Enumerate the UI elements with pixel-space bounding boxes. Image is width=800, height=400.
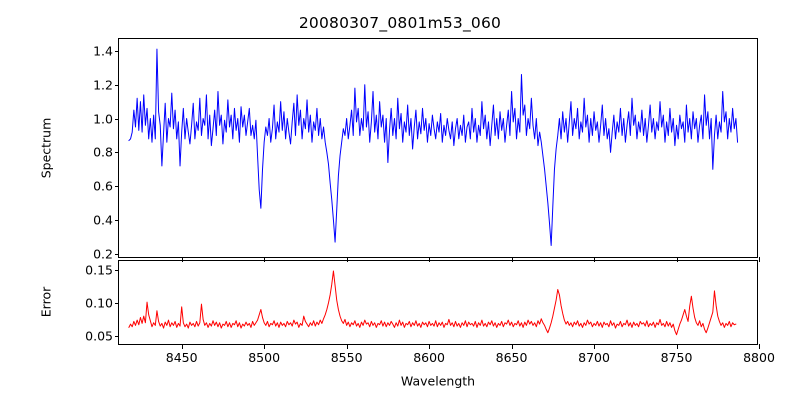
y-tick-label: 0.15 — [85, 262, 113, 278]
x-tick-mark — [511, 344, 513, 349]
y-tick-mark — [114, 253, 119, 255]
y-tick-label: 0.10 — [85, 295, 113, 311]
spectrum-plot-area: 0.2 0.4 0.6 0.8 1.0 1.2 1.4 — [93, 38, 760, 262]
x-tick-mark — [759, 344, 760, 349]
y-tick-label: 0.4 — [93, 212, 113, 228]
y-tick-label: 0.05 — [85, 328, 113, 344]
x-tick-mark — [759, 257, 760, 262]
error-line-svg — [128, 270, 737, 336]
x-tick-label: 8650 — [495, 350, 528, 365]
x-tick-mark — [346, 344, 348, 349]
x-tick-label: 8750 — [660, 350, 693, 365]
y-tick-mark — [114, 302, 119, 304]
y-tick-label: 0.2 — [93, 246, 113, 262]
y-tick-mark — [114, 220, 119, 222]
y-tick-label: 1.0 — [93, 111, 113, 127]
spectrum-line-svg — [128, 48, 739, 246]
x-tick-mark — [594, 257, 596, 262]
x-tick-mark — [181, 257, 183, 262]
x-tick-label: 8500 — [248, 350, 281, 365]
x-tick-mark — [429, 257, 431, 262]
y-tick-mark — [114, 152, 119, 154]
x-tick-label: 8700 — [578, 350, 610, 365]
y-tick-mark — [114, 118, 119, 120]
y-tick-mark — [114, 84, 119, 86]
x-tick-mark — [264, 257, 266, 262]
x-tick-mark — [676, 257, 678, 262]
y-tick-mark — [114, 186, 119, 188]
error-data-line — [128, 270, 737, 336]
error-plot-area: 0.05 0.10 0.15 8450 8500 8550 8600 8650 8700 875… — [85, 260, 775, 365]
error-y-axis-label: Error — [38, 286, 54, 318]
spectrum-data-line — [128, 48, 739, 246]
x-tick-mark — [676, 344, 678, 349]
y-tick-mark — [114, 50, 119, 52]
x-tick-mark — [181, 344, 183, 349]
x-tick-mark — [429, 344, 431, 349]
x-tick-label: 8550 — [330, 350, 363, 365]
y-tick-label: 0.6 — [93, 178, 113, 194]
y-tick-label: 1.2 — [93, 77, 113, 93]
y-tick-label: 1.4 — [93, 43, 113, 59]
x-tick-mark — [594, 344, 596, 349]
x-axis-label: Wavelength — [400, 373, 476, 389]
x-tick-label: 8600 — [413, 350, 445, 365]
x-tick-mark — [511, 257, 513, 262]
y-tick-mark — [114, 336, 119, 338]
y-tick-label: 0.8 — [93, 144, 113, 160]
y-tick-mark — [114, 269, 119, 271]
chart-title: 20080307_0801m53_060 — [298, 14, 502, 32]
x-tick-mark — [264, 344, 266, 349]
x-tick-label: 8450 — [165, 350, 198, 365]
spectrum-y-axis-label: Spectrum — [38, 117, 54, 179]
x-tick-mark — [346, 257, 348, 262]
x-tick-label: 8800 — [743, 350, 775, 365]
